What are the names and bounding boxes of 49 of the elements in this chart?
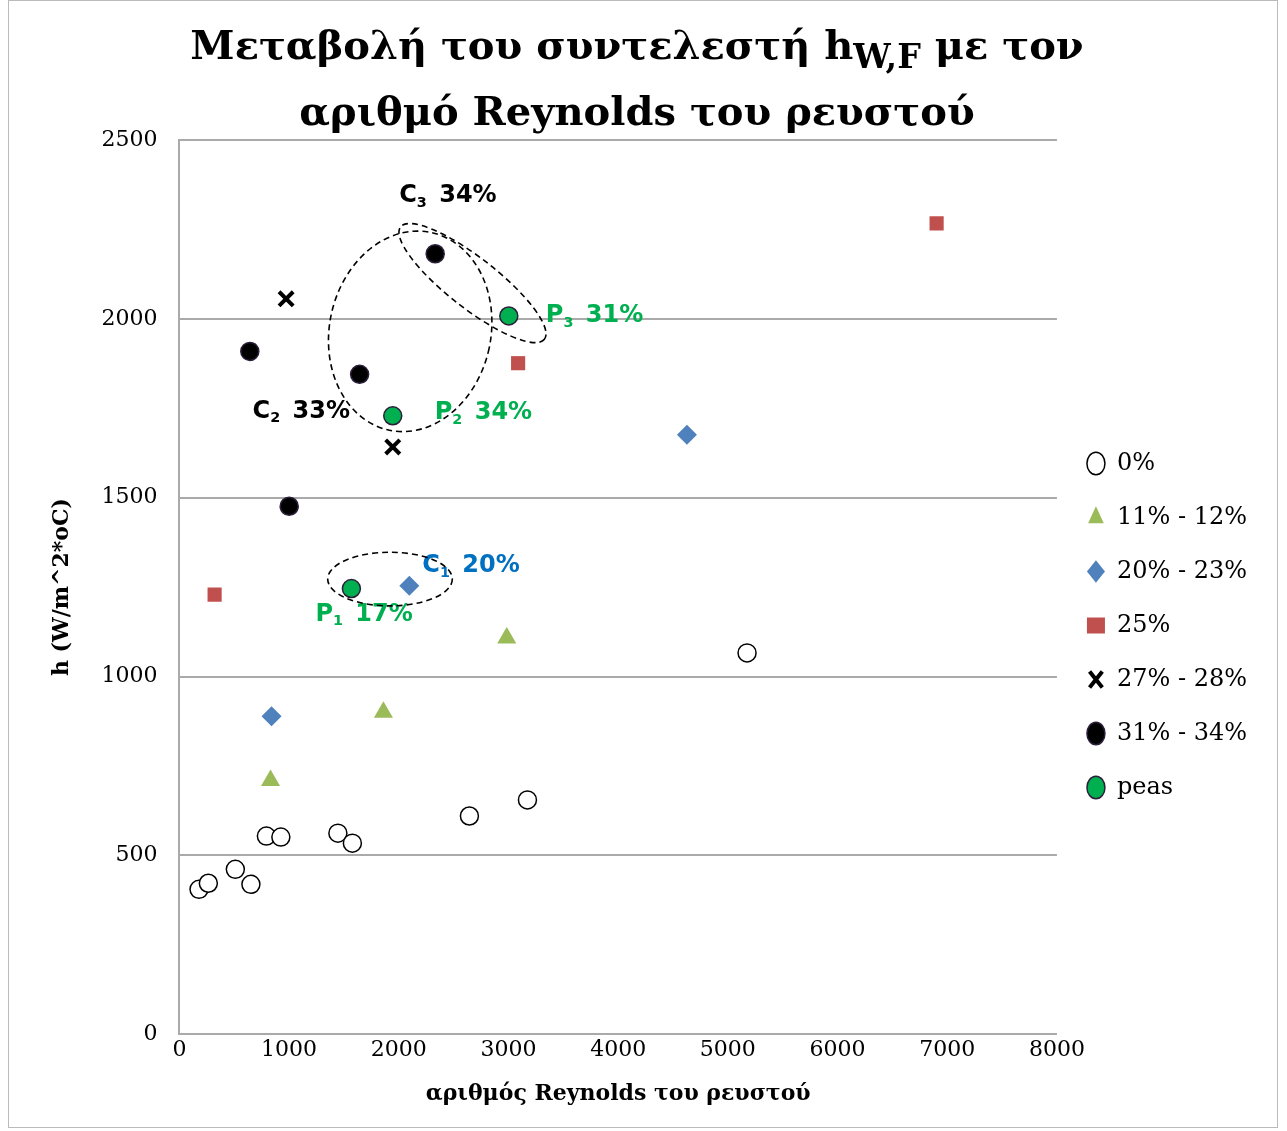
y-axis-title: h (W/m^2*oC) [46, 498, 73, 677]
point [929, 216, 944, 231]
legend-label: peas [1116, 771, 1174, 800]
point [207, 587, 222, 602]
legend-label: 0% [1116, 447, 1156, 476]
point [225, 859, 246, 880]
point [277, 289, 296, 308]
point [382, 406, 403, 426]
point [499, 306, 519, 326]
x-tick-label: 2000 [370, 1036, 427, 1062]
point [198, 873, 219, 894]
legend-label: 27% - 28% [1116, 663, 1248, 692]
point [279, 496, 299, 517]
point [271, 827, 291, 847]
point [676, 424, 697, 445]
x-tick-label: 3000 [480, 1036, 537, 1062]
point [517, 790, 538, 810]
point [383, 437, 402, 456]
legend-label: 25% [1116, 609, 1171, 638]
x-tick-label: 0 [172, 1036, 187, 1062]
x-tick-label: 6000 [809, 1036, 866, 1062]
x-tick-label: 7000 [919, 1036, 976, 1062]
y-tick-label: 1500 [101, 483, 158, 509]
point [241, 874, 261, 895]
legend-label: 20% - 23% [1116, 555, 1248, 584]
legend-label: 31% - 34% [1116, 717, 1248, 746]
point [459, 806, 480, 826]
x-tick-label: 4000 [590, 1036, 647, 1062]
point [328, 823, 348, 843]
x-tick-label: 8000 [1028, 1036, 1085, 1062]
x-axis-title: αριθμός Reynolds του ρευστού [425, 1078, 811, 1105]
y-tick-label: 1000 [101, 662, 158, 688]
x-tick-label: 5000 [699, 1036, 756, 1062]
point [399, 575, 420, 596]
point [349, 364, 370, 385]
point [261, 706, 282, 727]
chart-title: Μεταβολή του συντελεστή h$_{W,F}$ με τον αριθμό Reynolds του ρευστού [189, 20, 1085, 136]
point [342, 833, 363, 853]
point [240, 341, 260, 362]
point [425, 243, 445, 264]
point [737, 643, 757, 663]
x-tick-label: 1000 [261, 1036, 318, 1062]
y-tick-label: 2000 [101, 304, 158, 330]
y-tick-label: 0 [143, 1019, 158, 1045]
y-tick-label: 500 [115, 841, 158, 867]
y-tick-label: 2500 [101, 125, 158, 151]
legend-label: 11% - 12% [1116, 501, 1248, 530]
point [341, 578, 362, 599]
point [511, 356, 526, 371]
